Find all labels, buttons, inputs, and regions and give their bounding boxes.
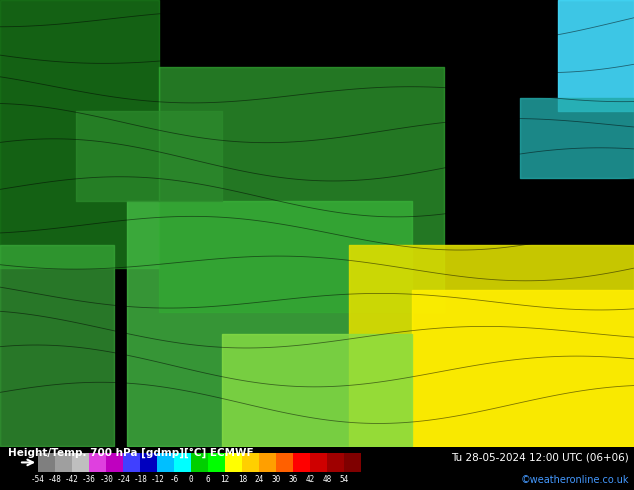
Text: -24: -24 [116, 474, 130, 484]
Bar [38, 453, 55, 472]
Text: -18: -18 [133, 474, 147, 484]
Text: -12: -12 [150, 474, 164, 484]
Text: 42: 42 [306, 474, 315, 484]
Bar [106, 453, 123, 472]
Bar [140, 453, 157, 472]
Bar [327, 453, 344, 472]
Bar [191, 453, 208, 472]
Text: -30: -30 [99, 474, 113, 484]
Bar [72, 453, 89, 472]
Text: 12: 12 [221, 474, 230, 484]
Bar [225, 453, 242, 472]
Text: -36: -36 [82, 474, 96, 484]
Bar [344, 453, 361, 472]
Text: -48: -48 [48, 474, 62, 484]
Text: 18: 18 [238, 474, 247, 484]
Text: 6: 6 [206, 474, 210, 484]
Bar [276, 453, 294, 472]
Bar [123, 453, 140, 472]
Bar [294, 453, 310, 472]
Text: Height/Temp. 700 hPa [gdmp][°C] ECMWF: Height/Temp. 700 hPa [gdmp][°C] ECMWF [8, 448, 253, 459]
Text: -54: -54 [31, 474, 45, 484]
Text: 30: 30 [271, 474, 281, 484]
Text: 36: 36 [288, 474, 298, 484]
Text: 24: 24 [255, 474, 264, 484]
Text: -6: -6 [169, 474, 179, 484]
Text: 48: 48 [323, 474, 332, 484]
Text: 0: 0 [189, 474, 193, 484]
Bar [242, 453, 259, 472]
Text: ©weatheronline.co.uk: ©weatheronline.co.uk [521, 474, 629, 485]
Bar [310, 453, 327, 472]
Bar [89, 453, 106, 472]
Text: 54: 54 [340, 474, 349, 484]
Bar [174, 453, 191, 472]
Bar [208, 453, 225, 472]
Text: Tu 28-05-2024 12:00 UTC (06+06): Tu 28-05-2024 12:00 UTC (06+06) [451, 453, 629, 463]
Bar [55, 453, 72, 472]
Bar [157, 453, 174, 472]
Text: -42: -42 [65, 474, 79, 484]
Bar [259, 453, 276, 472]
